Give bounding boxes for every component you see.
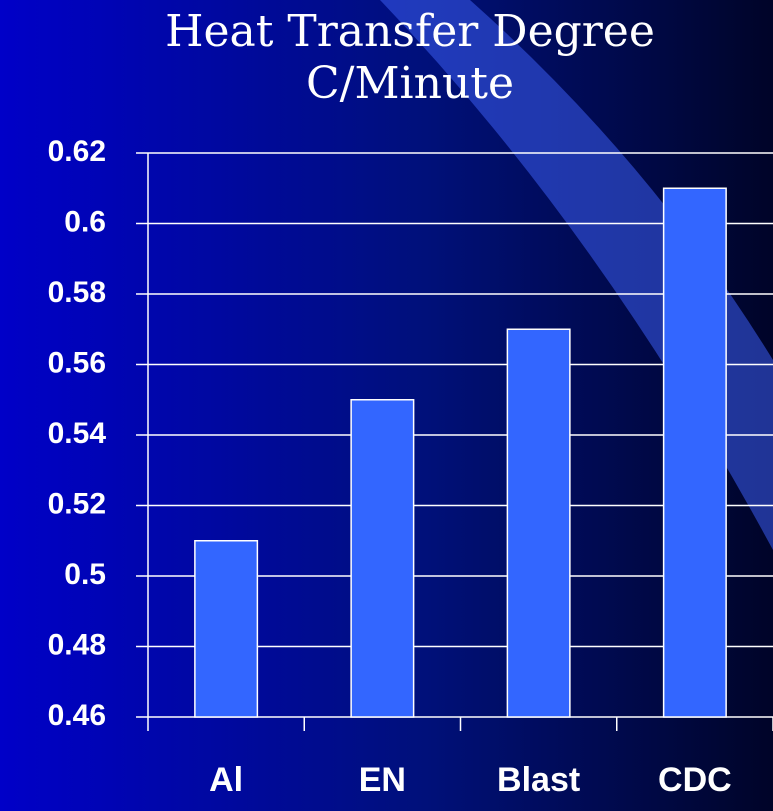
bar <box>194 540 259 718</box>
bar <box>506 328 571 718</box>
y-tick-label: 0.58 <box>48 276 106 309</box>
y-tick-label: 0.46 <box>48 699 106 732</box>
chart-title: Heat Transfer Degree C/Minute <box>165 6 655 109</box>
x-tick-label: Blast <box>497 761 580 799</box>
y-tick-label: 0.52 <box>48 487 106 520</box>
y-tick-label: 0.5 <box>64 558 106 591</box>
y-tick-label: 0.56 <box>48 346 106 379</box>
y-tick-label: 0.54 <box>48 417 107 450</box>
bar <box>662 187 727 718</box>
y-tick-label: 0.48 <box>48 628 106 661</box>
bar <box>350 399 415 718</box>
y-tick-label: 0.62 <box>48 135 106 168</box>
y-tick-label: 0.6 <box>64 205 106 238</box>
x-tick-label: Al <box>209 761 243 799</box>
x-tick-label: EN <box>359 761 406 799</box>
x-tick-label: CDC <box>658 761 732 799</box>
